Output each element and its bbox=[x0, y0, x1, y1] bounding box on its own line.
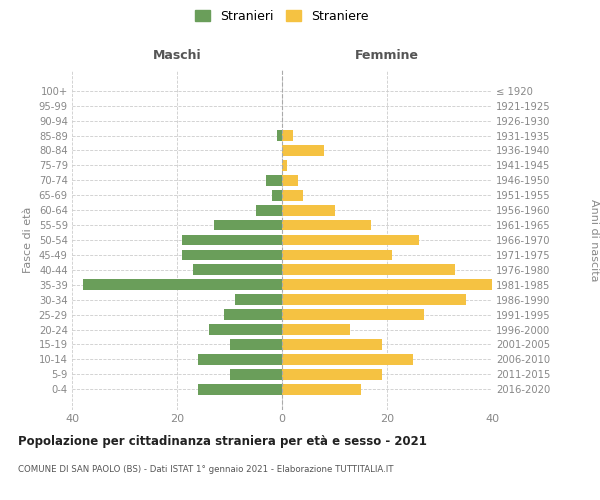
Text: COMUNE DI SAN PAOLO (BS) - Dati ISTAT 1° gennaio 2021 - Elaborazione TUTTITALIA.: COMUNE DI SAN PAOLO (BS) - Dati ISTAT 1°… bbox=[18, 465, 394, 474]
Bar bbox=[282, 160, 287, 171]
Bar bbox=[282, 324, 350, 335]
Bar bbox=[282, 250, 392, 260]
Y-axis label: Fasce di età: Fasce di età bbox=[23, 207, 33, 273]
Bar bbox=[282, 384, 361, 394]
Bar bbox=[224, 309, 282, 320]
Bar bbox=[282, 220, 371, 230]
Bar bbox=[256, 205, 282, 216]
Bar bbox=[271, 190, 282, 200]
Bar bbox=[282, 234, 419, 246]
Text: Popolazione per cittadinanza straniera per età e sesso - 2021: Popolazione per cittadinanza straniera p… bbox=[18, 435, 427, 448]
Text: Maschi: Maschi bbox=[152, 50, 202, 62]
Bar bbox=[277, 130, 282, 141]
Bar bbox=[182, 250, 282, 260]
Bar bbox=[193, 264, 282, 275]
Bar bbox=[282, 145, 324, 156]
Bar bbox=[282, 369, 382, 380]
Bar bbox=[235, 294, 282, 305]
Bar bbox=[282, 309, 424, 320]
Bar bbox=[282, 190, 303, 200]
Bar bbox=[282, 354, 413, 364]
Bar bbox=[214, 220, 282, 230]
Bar bbox=[266, 175, 282, 186]
Bar bbox=[282, 264, 455, 275]
Bar bbox=[209, 324, 282, 335]
Bar bbox=[198, 384, 282, 394]
Bar bbox=[182, 234, 282, 246]
Bar bbox=[282, 339, 382, 350]
Bar bbox=[198, 354, 282, 364]
Bar bbox=[229, 339, 282, 350]
Bar bbox=[282, 175, 298, 186]
Bar bbox=[229, 369, 282, 380]
Bar bbox=[282, 294, 466, 305]
Text: Femmine: Femmine bbox=[355, 50, 419, 62]
Bar bbox=[83, 280, 282, 290]
Text: Anni di nascita: Anni di nascita bbox=[589, 198, 599, 281]
Bar bbox=[282, 280, 492, 290]
Bar bbox=[282, 205, 335, 216]
Bar bbox=[282, 130, 293, 141]
Legend: Stranieri, Straniere: Stranieri, Straniere bbox=[191, 6, 373, 26]
